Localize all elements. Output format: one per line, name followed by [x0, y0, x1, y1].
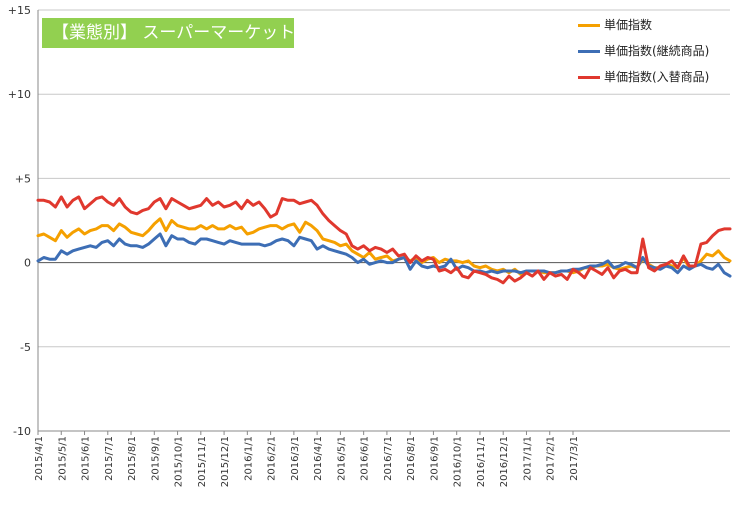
- x-tick-label-7: 2015/11/1: [197, 436, 208, 487]
- legend-swatch-0: [578, 24, 600, 27]
- x-tick-label-10: 2016/2/1: [267, 436, 278, 481]
- y-tick-label-4: -5: [20, 341, 31, 354]
- x-tick-label-21: 2017/1/1: [522, 436, 533, 481]
- legend-label-1: 単価指数(継続商品): [604, 44, 710, 58]
- x-tick-label-16: 2016/8/1: [406, 436, 417, 481]
- x-tick-label-11: 2016/3/1: [290, 436, 301, 481]
- legend-label-2: 単価指数(入替商品): [604, 70, 710, 84]
- legend-item-1: 単価指数(継続商品): [578, 42, 728, 68]
- x-tick-label-22: 2017/2/1: [546, 436, 557, 481]
- x-tick-label-15: 2016/7/1: [383, 436, 394, 481]
- x-tick-label-5: 2015/9/1: [150, 436, 161, 481]
- x-tick-label-23: 2017/3/1: [569, 436, 580, 481]
- series-line-1: [36, 232, 732, 278]
- x-tick-label-4: 2015/8/1: [127, 436, 138, 481]
- legend-item-0: 単価指数: [578, 16, 728, 42]
- legend-swatch-1: [578, 50, 600, 53]
- legend-label-0: 単価指数: [604, 18, 653, 32]
- x-tick-label-17: 2016/9/1: [429, 436, 440, 481]
- x-tick-label-20: 2016/12/1: [499, 436, 510, 487]
- series-line-2: [36, 195, 732, 285]
- y-axis-ticks: +15 +10 +5 0 -5 -10: [8, 4, 31, 438]
- y-tick-label-1: +10: [8, 88, 31, 101]
- x-tick-label-18: 2016/10/1: [453, 436, 464, 487]
- y-tick-label-0: +15: [8, 4, 31, 17]
- y-tick-label-2: +5: [15, 172, 31, 185]
- x-tick-label-9: 2016/1/1: [243, 436, 254, 481]
- gridlines: [38, 9, 730, 348]
- x-tick-label-3: 2015/7/1: [104, 436, 115, 481]
- y-tick-label-3: 0: [24, 257, 31, 270]
- x-tick-label-0: 2015/4/1: [34, 436, 45, 481]
- x-tick-label-1: 2015/5/1: [57, 436, 68, 481]
- x-tick-label-14: 2016/6/1: [360, 436, 371, 481]
- chart-title: 【業態別】 スーパーマーケット: [42, 18, 295, 48]
- legend-item-2: 単価指数(入替商品): [578, 68, 728, 94]
- axes: [37, 10, 730, 432]
- series-lines: [36, 195, 732, 285]
- x-tick-label-13: 2016/5/1: [336, 436, 347, 481]
- x-tick-label-8: 2015/12/1: [220, 436, 231, 487]
- x-tick-label-6: 2015/10/1: [174, 436, 185, 487]
- y-tick-label-5: -10: [13, 425, 31, 438]
- legend-swatch-2: [578, 76, 600, 79]
- x-axis-ticks: 2015/4/1 2015/5/1 2015/6/1 2015/7/1 2015/8/1…: [34, 431, 580, 487]
- x-tick-label-2: 2015/6/1: [81, 436, 92, 481]
- x-tick-label-12: 2016/4/1: [313, 436, 324, 481]
- x-tick-label-19: 2016/11/1: [476, 436, 487, 487]
- legend: 単価指数 単価指数(継続商品) 単価指数(入替商品): [578, 16, 728, 94]
